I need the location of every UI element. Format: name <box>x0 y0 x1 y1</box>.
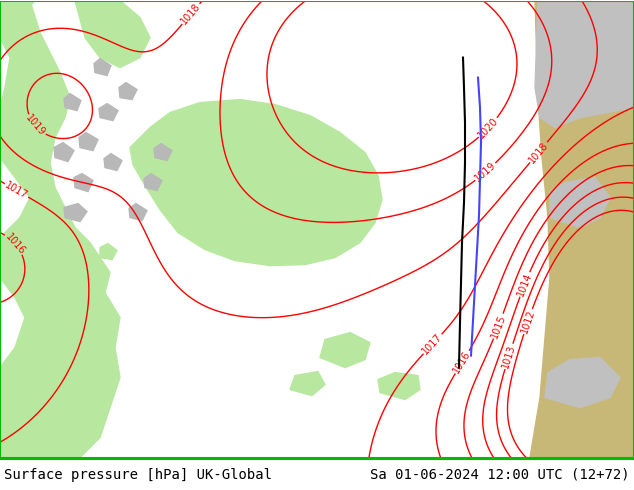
Polygon shape <box>320 333 370 368</box>
Text: 1020: 1020 <box>476 116 500 140</box>
Polygon shape <box>64 203 87 221</box>
Text: 1017: 1017 <box>3 180 30 201</box>
Polygon shape <box>100 244 117 260</box>
Polygon shape <box>129 203 147 220</box>
Polygon shape <box>80 279 97 294</box>
Text: 1014: 1014 <box>515 271 534 297</box>
Polygon shape <box>119 83 137 99</box>
Polygon shape <box>54 143 74 162</box>
Polygon shape <box>64 318 85 336</box>
Polygon shape <box>144 173 162 191</box>
Text: 1017: 1017 <box>420 332 444 356</box>
Polygon shape <box>0 0 35 13</box>
Text: 1015: 1015 <box>489 313 507 340</box>
Text: Sa 01-06-2024 12:00 UTC (12+72): Sa 01-06-2024 12:00 UTC (12+72) <box>370 467 630 482</box>
Text: 1012: 1012 <box>519 308 536 335</box>
Text: 1016: 1016 <box>3 231 27 256</box>
Text: 1019: 1019 <box>473 160 498 184</box>
Polygon shape <box>104 153 122 171</box>
Polygon shape <box>154 144 172 161</box>
Polygon shape <box>99 103 118 121</box>
Polygon shape <box>35 284 53 300</box>
Polygon shape <box>545 358 620 408</box>
Polygon shape <box>290 371 325 395</box>
Polygon shape <box>378 372 420 399</box>
Polygon shape <box>130 99 382 266</box>
Polygon shape <box>79 133 98 150</box>
Polygon shape <box>535 0 634 127</box>
Polygon shape <box>94 59 111 75</box>
Polygon shape <box>530 0 634 458</box>
Polygon shape <box>89 299 108 316</box>
Text: 1018: 1018 <box>179 1 203 26</box>
Text: 1013: 1013 <box>500 343 517 369</box>
Text: 1018: 1018 <box>527 140 550 165</box>
Polygon shape <box>75 0 150 68</box>
Text: 1016: 1016 <box>451 349 473 375</box>
Polygon shape <box>0 0 120 458</box>
Text: 1019: 1019 <box>23 113 47 138</box>
Polygon shape <box>55 227 78 247</box>
Text: Surface pressure [hPa] UK-Global: Surface pressure [hPa] UK-Global <box>4 467 272 482</box>
Polygon shape <box>74 173 93 192</box>
Polygon shape <box>64 94 81 111</box>
Polygon shape <box>60 260 78 275</box>
Polygon shape <box>550 177 610 227</box>
